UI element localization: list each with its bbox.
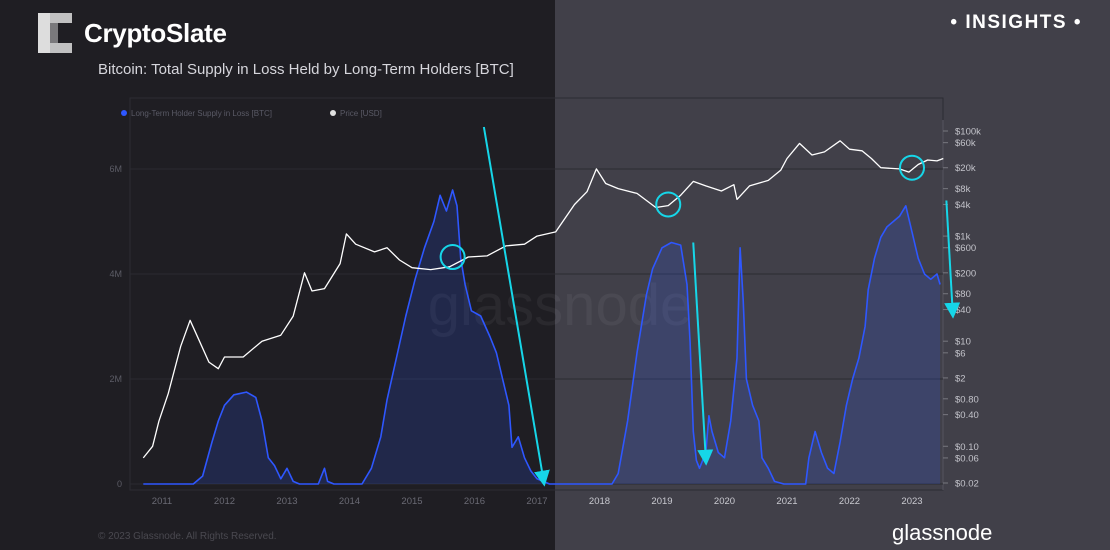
- x-tick-label: 2014: [339, 496, 360, 507]
- annotation-arrow: [944, 200, 961, 319]
- x-tick-label: 2011: [152, 496, 172, 507]
- y-right-tick-label: $0.40: [955, 410, 979, 421]
- y-left-tick-label: 2M: [109, 374, 122, 384]
- insights-badge: • INSIGHTS •: [950, 12, 1082, 33]
- x-tick-label: 2017: [526, 496, 547, 507]
- cryptoslate-logo-icon: [38, 13, 72, 53]
- x-tick-label: 2016: [464, 496, 485, 507]
- y-left-tick-label: 4M: [109, 269, 122, 279]
- x-tick-label: 2022: [839, 496, 860, 507]
- y-right-tick-label: $2: [955, 373, 966, 384]
- y-right-tick-label: $0.10: [955, 442, 979, 453]
- annotation-arrow: [482, 126, 550, 487]
- legend-supply-label: Long-Term Holder Supply in Loss [BTC]: [131, 109, 272, 118]
- y-right-tick-label: $0.02: [955, 479, 979, 490]
- glassnode-logo: glassnode: [892, 520, 993, 545]
- annotation-arrow: [692, 242, 714, 466]
- annotation-circle: [655, 191, 682, 218]
- copyright: © 2023 Glassnode. All Rights Reserved.: [98, 531, 277, 542]
- y-right-tick-label: $10: [955, 337, 971, 348]
- x-tick-label: 2013: [276, 496, 297, 507]
- watermark: glassnode: [428, 273, 692, 338]
- y-right-tick-label: $80: [955, 289, 971, 300]
- x-tick-label: 2018: [589, 496, 610, 507]
- y-right-tick-label: $0.80: [955, 394, 979, 405]
- y-right-tick-label: $4k: [955, 200, 971, 211]
- legend-supply-swatch: [121, 110, 127, 116]
- price-line: [142, 140, 944, 459]
- left-panel-background: [0, 0, 555, 550]
- y-right-tick-label: $0.06: [955, 453, 979, 464]
- x-tick-label: 2015: [401, 496, 422, 507]
- y-right-tick-label: $200: [955, 268, 976, 279]
- y-right-tick-label: $8k: [955, 184, 971, 195]
- legend-price-swatch: [330, 110, 336, 116]
- x-tick-label: 2020: [714, 496, 735, 507]
- chart-legend: Long-Term Holder Supply in Loss [BTC] Pr…: [121, 109, 382, 118]
- y-right-tick-label: $20k: [955, 163, 976, 174]
- y-right-tick-label: $40: [955, 305, 971, 316]
- chart-annotations: [439, 126, 961, 487]
- annotation-circle: [899, 154, 925, 181]
- y-right-tick-label: $100k: [955, 127, 981, 138]
- annotation-circle: [439, 244, 466, 271]
- x-tick-label: 2019: [651, 496, 672, 507]
- x-tick-label: 2012: [214, 496, 235, 507]
- x-tick-label: 2023: [901, 496, 922, 507]
- y-left-tick-label: 6M: [109, 164, 122, 174]
- y-right-tick-label: $6: [955, 348, 966, 359]
- chart-series: [142, 140, 944, 485]
- y-right-tick-label: $600: [955, 243, 976, 254]
- y-right-tick-label: $60k: [955, 138, 976, 149]
- right-panel-background: [555, 0, 1110, 550]
- x-tick-label: 2021: [776, 496, 797, 507]
- supply-line: [143, 189, 941, 485]
- chart-axes: 6M 4M 2M 0 2011 2012 2013 2014 2015 2016 2017 2018 2…: [109, 127, 981, 508]
- y-left-tick-label: 0: [117, 479, 122, 489]
- brand-name: CryptoSlate: [84, 18, 227, 48]
- chart-title: Bitcoin: Total Supply in Loss Held by Lo…: [98, 61, 514, 78]
- y-right-tick-label: $1k: [955, 232, 971, 243]
- legend-price-label: Price [USD]: [340, 109, 382, 118]
